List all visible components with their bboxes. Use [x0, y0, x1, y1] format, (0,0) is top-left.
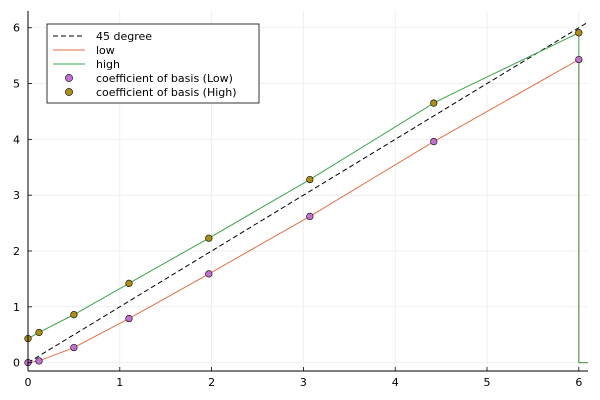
- legend-label: high: [96, 58, 120, 71]
- legend-swatch: [65, 74, 73, 82]
- data-point: [306, 175, 314, 184]
- x-tick-label: 0: [25, 376, 32, 389]
- data-point: [125, 279, 133, 287]
- legend-label: 45 degree: [96, 30, 152, 43]
- x-tick-label: 1: [116, 376, 123, 389]
- y-tick-label: 0: [13, 357, 20, 370]
- data-point: [575, 55, 583, 64]
- legend-label: low: [96, 44, 115, 57]
- series-line-45-degree: [28, 21, 588, 364]
- data-point: [125, 314, 133, 323]
- scatter-points: [24, 29, 583, 367]
- data-point: [430, 99, 438, 107]
- y-tick-label: 6: [13, 22, 20, 35]
- x-tick-label: 2: [208, 376, 215, 389]
- x-tick-label: 5: [484, 376, 491, 389]
- data-point: [70, 343, 78, 352]
- x-tick-label: 6: [575, 376, 582, 389]
- axes: [27, 11, 588, 372]
- legend-swatch: [65, 88, 73, 96]
- y-tick-label: 2: [13, 245, 20, 258]
- y-tick-label: 1: [13, 301, 20, 314]
- data-point: [70, 311, 78, 319]
- y-tick-label: 4: [13, 133, 20, 146]
- data-point: [35, 328, 43, 337]
- series-line-low: [28, 58, 588, 364]
- legend-label: coefficient of basis (High): [96, 86, 237, 99]
- legend-label: coefficient of basis (Low): [96, 72, 233, 85]
- y-tick-label: 3: [13, 189, 20, 202]
- data-point: [205, 234, 213, 242]
- x-tick-label: 4: [392, 376, 399, 389]
- data-point: [35, 357, 43, 365]
- data-point: [306, 212, 314, 220]
- tick-labels: 0 1 2 3 4 5 6 0 1 2 3 4 5 6: [13, 22, 582, 389]
- data-point: [430, 138, 438, 146]
- y-tick-label: 5: [13, 78, 20, 91]
- grid: [27, 11, 588, 371]
- data-point: [205, 270, 213, 278]
- data-point: [575, 29, 583, 37]
- x-tick-label: 3: [300, 376, 307, 389]
